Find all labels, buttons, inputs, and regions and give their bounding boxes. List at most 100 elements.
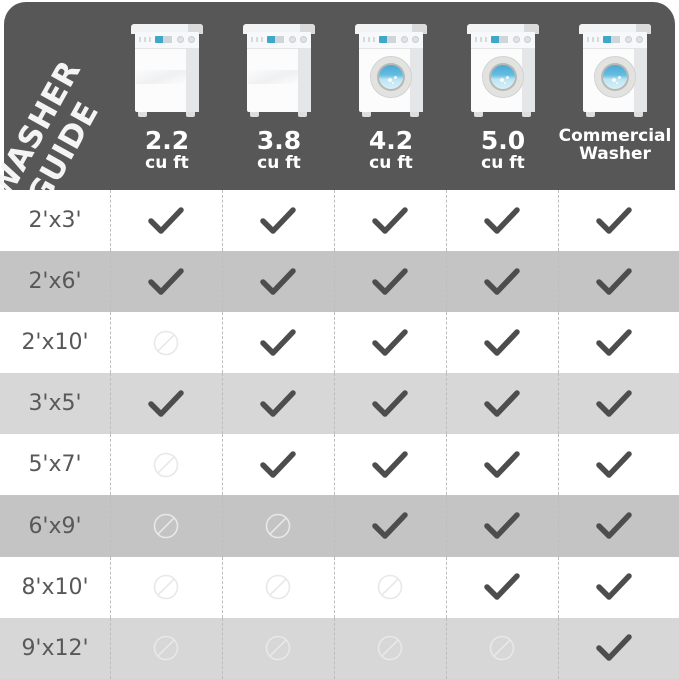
table-cell-r2c3[interactable] bbox=[446, 312, 558, 374]
column-size: 5.0 bbox=[480, 126, 526, 155]
table-cell-r7c1[interactable] bbox=[222, 617, 334, 679]
table-cell-r5c0[interactable] bbox=[110, 495, 222, 557]
washer-display-highlight bbox=[275, 36, 284, 43]
table-cell-r1c3[interactable] bbox=[446, 251, 558, 313]
washer-body-shadow bbox=[410, 32, 423, 112]
cell-check-icon bbox=[484, 267, 520, 296]
column-divider bbox=[558, 495, 559, 557]
table-cell-r7c3[interactable] bbox=[446, 617, 558, 679]
cell-prohibited-icon bbox=[488, 634, 516, 662]
table-cell-r5c2[interactable] bbox=[334, 495, 446, 557]
table-cell-r6c2[interactable] bbox=[334, 556, 446, 618]
table-cell-r3c1[interactable] bbox=[222, 373, 334, 435]
table-cell-r5c4[interactable] bbox=[558, 495, 670, 557]
column-divider bbox=[222, 190, 223, 252]
table-cell-r4c2[interactable] bbox=[334, 434, 446, 496]
table-cell-r6c1[interactable] bbox=[222, 556, 334, 618]
table-cell-r3c4[interactable] bbox=[558, 373, 670, 435]
column-size: 4.2 bbox=[368, 126, 414, 155]
table-cell-r1c2[interactable] bbox=[334, 251, 446, 313]
table-cell-r4c0[interactable] bbox=[110, 434, 222, 496]
table-row: 5'x7' bbox=[0, 434, 679, 496]
washer-foot bbox=[138, 112, 147, 117]
cell-check-icon bbox=[372, 206, 408, 235]
cell-prohibited-icon bbox=[152, 329, 180, 357]
table-cell-r3c0[interactable] bbox=[110, 373, 222, 435]
table-cell-r1c4[interactable] bbox=[558, 251, 670, 313]
washer-top-shadow bbox=[412, 24, 427, 34]
row-label-2: 2'x10' bbox=[21, 330, 89, 356]
table-cell-r0c0[interactable] bbox=[110, 190, 222, 252]
washer-top-panel bbox=[243, 24, 315, 34]
table-cell-r2c2[interactable] bbox=[334, 312, 446, 374]
column-divider bbox=[110, 312, 111, 374]
table-cell-r3c2[interactable] bbox=[334, 373, 446, 435]
cell-check-icon bbox=[484, 573, 520, 601]
cell-prohibited-icon bbox=[376, 634, 404, 662]
table-cell-r0c3[interactable] bbox=[446, 190, 558, 252]
washer-foot bbox=[362, 112, 371, 117]
washer-foot bbox=[634, 112, 643, 117]
table-cell-r1c1[interactable] bbox=[222, 251, 334, 313]
table-cell-r6c3[interactable] bbox=[446, 556, 558, 618]
cell-check-icon bbox=[596, 267, 632, 296]
washer-dial-icon bbox=[412, 36, 419, 43]
table-cell-r2c4[interactable] bbox=[558, 312, 670, 374]
washer-drum-ring-icon bbox=[601, 63, 629, 91]
table-cell-r0c4[interactable] bbox=[558, 190, 670, 252]
prohibited-icon-svg bbox=[153, 635, 179, 661]
table-cell-r4c1[interactable] bbox=[222, 434, 334, 496]
column-label-col-3-8: 3.8 cu ft bbox=[257, 128, 301, 172]
cell-check-icon bbox=[148, 206, 184, 235]
column-divider bbox=[222, 617, 223, 679]
table-cell-r7c0[interactable] bbox=[110, 617, 222, 679]
table-cell-r2c1[interactable] bbox=[222, 312, 334, 374]
washer-top-panel bbox=[355, 24, 427, 34]
table-cell-r4c4[interactable] bbox=[558, 434, 670, 496]
washer-foot bbox=[474, 112, 483, 117]
column-divider bbox=[446, 312, 447, 374]
washer-foot bbox=[186, 112, 195, 117]
washer-foot bbox=[250, 112, 259, 117]
table-cell-r6c4[interactable] bbox=[558, 556, 670, 618]
washer-top-panel bbox=[579, 24, 651, 34]
table-cell-r1c0[interactable] bbox=[110, 251, 222, 313]
column-divider bbox=[110, 373, 111, 435]
check-icon-svg bbox=[148, 390, 184, 417]
washer-display-highlight bbox=[611, 36, 620, 43]
washer-body-shadow bbox=[634, 32, 647, 112]
washer-dial-icon bbox=[513, 36, 520, 43]
column-label-col-2-2: 2.2 cu ft bbox=[145, 128, 189, 172]
table-cell-r5c3[interactable] bbox=[446, 495, 558, 557]
table-cell-r2c0[interactable] bbox=[110, 312, 222, 374]
check-icon-svg bbox=[260, 451, 296, 478]
column-divider bbox=[558, 190, 559, 252]
table-cell-r4c3[interactable] bbox=[446, 434, 558, 496]
prohibited-icon-svg bbox=[153, 574, 179, 600]
table-cell-r0c2[interactable] bbox=[334, 190, 446, 252]
washer-dial-icon bbox=[300, 36, 307, 43]
table-cell-r6c0[interactable] bbox=[110, 556, 222, 618]
table-cell-r5c1[interactable] bbox=[222, 495, 334, 557]
check-icon-svg bbox=[484, 512, 520, 539]
washer-top-panel bbox=[467, 24, 539, 34]
cell-prohibited-icon bbox=[152, 573, 180, 601]
table-cell-r7c2[interactable] bbox=[334, 617, 446, 679]
column-unit: cu ft bbox=[145, 152, 189, 173]
washer-dial-icon bbox=[625, 36, 632, 43]
cell-check-icon bbox=[596, 206, 632, 235]
cell-prohibited-icon bbox=[152, 451, 180, 479]
check-icon-svg bbox=[596, 267, 632, 295]
cell-prohibited-icon bbox=[264, 634, 292, 662]
prohibited-icon-svg bbox=[489, 635, 515, 661]
table-cell-r3c3[interactable] bbox=[446, 373, 558, 435]
cell-prohibited-icon bbox=[376, 573, 404, 601]
bubble-icon bbox=[394, 76, 397, 79]
washer-body-shadow bbox=[186, 32, 199, 112]
table-cell-r7c4[interactable] bbox=[558, 617, 670, 679]
column-label-col-commercial: Commercial Washer bbox=[559, 127, 672, 164]
column-header-col-commercial: Commercial Washer bbox=[559, 10, 671, 188]
table-cell-r0c1[interactable] bbox=[222, 190, 334, 252]
cell-check-icon bbox=[260, 328, 296, 357]
